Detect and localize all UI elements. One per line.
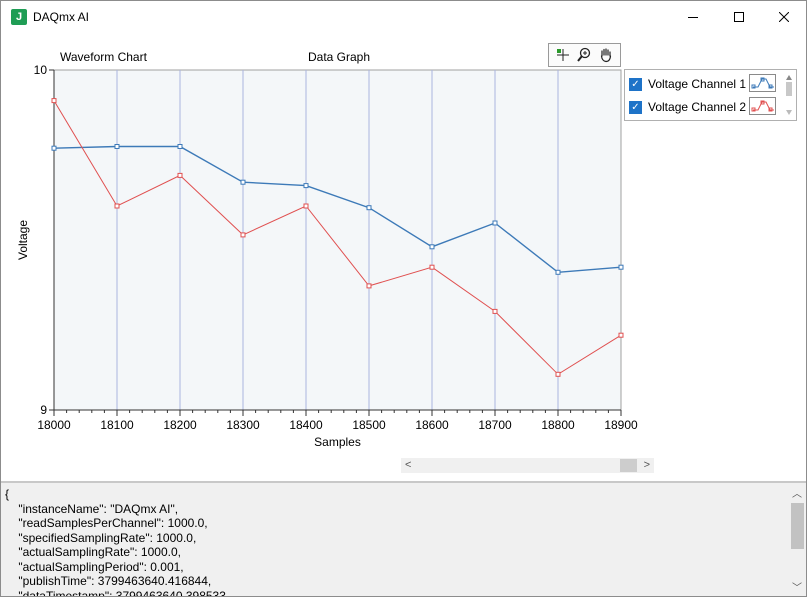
- graph-toolbox: [548, 43, 621, 67]
- legend-item-channel-2[interactable]: ✓ Voltage Channel 2: [629, 98, 746, 116]
- scroll-up-icon[interactable]: ︿: [792, 489, 802, 500]
- x-tick-label: 18400: [289, 418, 323, 432]
- console-line: "actualSamplingRate": 1000.0,: [5, 545, 181, 559]
- console-line: "specifiedSamplingRate": 1000.0,: [5, 530, 197, 545]
- app-icon: J: [11, 9, 27, 25]
- data-point-channel-2: [555, 371, 561, 377]
- data-point-channel-1: [114, 144, 120, 149]
- scroll-down-icon[interactable]: ﹀: [792, 583, 802, 594]
- tab-waveform-chart[interactable]: Waveform Chart: [60, 50, 147, 64]
- x-tick-label: 18000: [37, 418, 71, 432]
- data-point-channel-2: [366, 283, 372, 289]
- console-line: "instanceName": "DAQmx AI",: [5, 501, 179, 516]
- chart-panel: Waveform Chart Data Graph 18000 18100 1820…: [1, 33, 806, 481]
- zoom-icon[interactable]: [575, 46, 593, 64]
- data-point-channel-1: [177, 144, 183, 149]
- graph-horizontal-scrollbar[interactable]: < >: [401, 458, 654, 473]
- data-point-channel-1: [618, 264, 624, 270]
- x-tick-label: 18300: [226, 418, 260, 432]
- scrollbar-thumb[interactable]: [620, 459, 637, 472]
- crosshair-add-icon[interactable]: [554, 46, 572, 64]
- title-bar: J DAQmx AI: [1, 1, 806, 33]
- data-point-channel-1: [240, 179, 246, 185]
- x-axis-label: Samples: [314, 435, 361, 449]
- console-line: "readSamplesPerChannel": 1000.0,: [5, 516, 208, 530]
- scroll-right-icon[interactable]: >: [643, 459, 650, 471]
- data-graph-plot[interactable]: 18000 18100 18200 18300 18400 18500 18600 18700…: [1, 33, 806, 481]
- console-line: {: [5, 487, 10, 501]
- legend-label-channel-2: Voltage Channel 2: [648, 100, 747, 114]
- console-line: "dataTimestamp": 3799463640.398533: [5, 588, 226, 597]
- maximize-icon: [734, 12, 744, 22]
- data-point-channel-2: [429, 264, 435, 270]
- close-button[interactable]: [761, 1, 807, 33]
- legend-item-channel-1[interactable]: ✓ Voltage Channel 1: [629, 75, 746, 93]
- output-console[interactable]: { "instanceName": "DAQmx AI", "readSampl…: [1, 481, 806, 596]
- x-tick-label: 18100: [100, 418, 134, 432]
- legend-swatch-channel-2[interactable]: [749, 97, 776, 115]
- data-point-channel-1: [555, 269, 561, 275]
- series-line-channel-1: [53, 145, 622, 274]
- data-point-channel-2: [114, 203, 120, 209]
- tab-data-graph[interactable]: Data Graph: [308, 50, 371, 64]
- window-title: DAQmx AI: [33, 10, 90, 24]
- legend-swatch-channel-1[interactable]: [749, 74, 776, 92]
- minimize-button[interactable]: [670, 1, 716, 33]
- data-point-channel-1: [366, 205, 372, 211]
- y-tick-label: 10: [34, 63, 48, 77]
- x-tick-label: 18200: [163, 418, 197, 432]
- data-point-channel-2: [177, 172, 183, 178]
- data-point-channel-1: [429, 244, 435, 250]
- data-point-channel-2: [51, 98, 57, 104]
- data-point-channel-2: [492, 308, 498, 314]
- plot-legend: ✓ Voltage Channel 1 ✓ Voltage Channel 2: [624, 69, 797, 121]
- plot-area: [53, 69, 622, 411]
- data-point-channel-2: [240, 232, 246, 238]
- data-point-channel-1: [303, 183, 309, 189]
- x-tick-label: 18800: [541, 418, 575, 432]
- scroll-left-icon[interactable]: <: [405, 459, 412, 471]
- y-axis-label: Voltage: [16, 220, 30, 260]
- series-line-channel-2: [53, 100, 622, 375]
- legend-label-channel-1: Voltage Channel 1: [648, 77, 747, 91]
- x-tick-label: 18900: [604, 418, 638, 432]
- data-point-channel-1: [51, 145, 57, 151]
- x-tick-label: 18700: [478, 418, 512, 432]
- y-tick-label: 9: [40, 403, 47, 417]
- x-tick-label: 18600: [415, 418, 449, 432]
- pan-hand-icon[interactable]: [597, 46, 615, 64]
- minimize-icon: [688, 17, 698, 18]
- maximize-button[interactable]: [716, 1, 762, 33]
- console-scrollbar-thumb[interactable]: [791, 503, 804, 549]
- close-icon: [779, 12, 789, 22]
- checkbox-channel-1[interactable]: ✓: [629, 77, 642, 91]
- legend-scrollbar[interactable]: [784, 72, 794, 118]
- console-line: "publishTime": 3799463640.416844,: [5, 574, 212, 588]
- console-text: { "instanceName": "DAQmx AI", "readSampl…: [5, 487, 226, 596]
- data-point-channel-2: [618, 332, 624, 338]
- data-point-channel-1: [492, 220, 498, 226]
- console-vertical-scrollbar[interactable]: ︿ ﹀: [789, 483, 806, 596]
- console-line: "actualSamplingPeriod": 0.001,: [5, 559, 184, 574]
- data-point-channel-2: [303, 203, 309, 209]
- x-tick-label: 18500: [352, 418, 386, 432]
- checkbox-channel-2[interactable]: ✓: [629, 100, 642, 114]
